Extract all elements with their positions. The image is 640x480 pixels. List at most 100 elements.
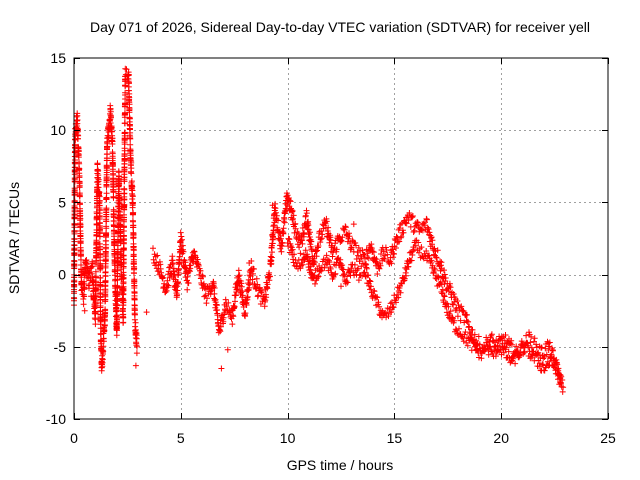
data-point [376, 265, 383, 272]
data-point [133, 335, 140, 342]
data-point [557, 380, 564, 387]
data-point [442, 275, 449, 281]
data-point [344, 273, 350, 280]
data-point [438, 259, 445, 266]
data-point [311, 259, 318, 266]
data-point [121, 190, 128, 197]
data-point [230, 313, 237, 320]
data-point [438, 281, 445, 288]
data-point [411, 227, 418, 234]
data-point [412, 242, 419, 249]
data-point [355, 244, 362, 251]
data-point [471, 331, 478, 338]
data-point [273, 212, 280, 219]
data-point [397, 289, 404, 296]
data-point [532, 350, 539, 357]
data-point [71, 187, 78, 193]
data-point [460, 307, 467, 314]
data-point [524, 342, 531, 349]
data-point [318, 267, 325, 274]
data-point [179, 236, 185, 243]
data-point [114, 298, 121, 305]
data-point [129, 193, 136, 200]
y-tick-label: 15 [50, 50, 66, 66]
data-point [120, 240, 127, 247]
data-point [234, 286, 240, 292]
data-point [92, 309, 99, 316]
data-point [200, 273, 206, 280]
data-point [177, 229, 184, 236]
data-point [331, 271, 338, 278]
data-point [275, 217, 281, 224]
data-point [401, 275, 408, 282]
data-point [126, 105, 133, 112]
data-point [377, 262, 384, 269]
data-point [541, 367, 548, 374]
data-points-layer [71, 65, 567, 395]
data-point [523, 332, 530, 339]
data-point [217, 328, 224, 335]
data-point [121, 120, 128, 127]
data-point [416, 249, 422, 256]
data-point [116, 180, 123, 187]
data-point [370, 249, 377, 256]
data-point [255, 292, 262, 299]
data-point [454, 298, 461, 304]
data-point [359, 247, 366, 254]
data-point [278, 248, 285, 255]
data-point [444, 300, 451, 307]
data-point [291, 229, 298, 236]
data-point [104, 143, 111, 150]
data-point [262, 297, 269, 304]
data-point [446, 310, 453, 317]
data-point [96, 207, 103, 214]
data-point [176, 260, 183, 267]
data-point [473, 346, 480, 353]
data-point [367, 286, 373, 293]
data-point [131, 296, 138, 303]
data-point [75, 148, 82, 155]
data-point [289, 208, 295, 215]
data-point [224, 346, 231, 353]
data-point [122, 83, 129, 90]
data-point [409, 214, 416, 221]
data-point [110, 189, 117, 196]
x-tick-label: 10 [280, 430, 296, 446]
data-point [103, 190, 110, 197]
data-point [343, 278, 350, 285]
data-point [403, 220, 410, 227]
data-point [77, 223, 84, 230]
data-point [403, 272, 410, 279]
data-point [338, 283, 344, 290]
data-point [77, 240, 84, 247]
data-point [381, 256, 388, 262]
data-point [388, 260, 395, 267]
data-point [559, 377, 566, 383]
data-point [501, 337, 508, 344]
data-point [143, 309, 150, 316]
data-point [114, 255, 121, 262]
data-point [314, 274, 321, 280]
data-point [376, 303, 383, 310]
data-point [247, 280, 254, 286]
chart-title: Day 071 of 2026, Sidereal Day-to-day VTE… [90, 19, 590, 35]
data-point [128, 165, 135, 172]
data-point [289, 208, 296, 214]
data-point [256, 284, 263, 291]
data-point [121, 178, 128, 185]
data-point [548, 353, 555, 360]
data-point [287, 198, 294, 205]
data-point [108, 114, 114, 121]
data-point [102, 293, 109, 300]
data-point [323, 261, 329, 268]
data-point [558, 373, 565, 380]
data-point [249, 276, 256, 283]
data-point [71, 204, 78, 211]
data-point [81, 293, 88, 300]
data-point [187, 262, 194, 269]
data-point [353, 271, 360, 278]
data-point [396, 238, 403, 245]
data-point [154, 252, 161, 259]
data-point [126, 90, 133, 97]
data-point [419, 227, 426, 234]
